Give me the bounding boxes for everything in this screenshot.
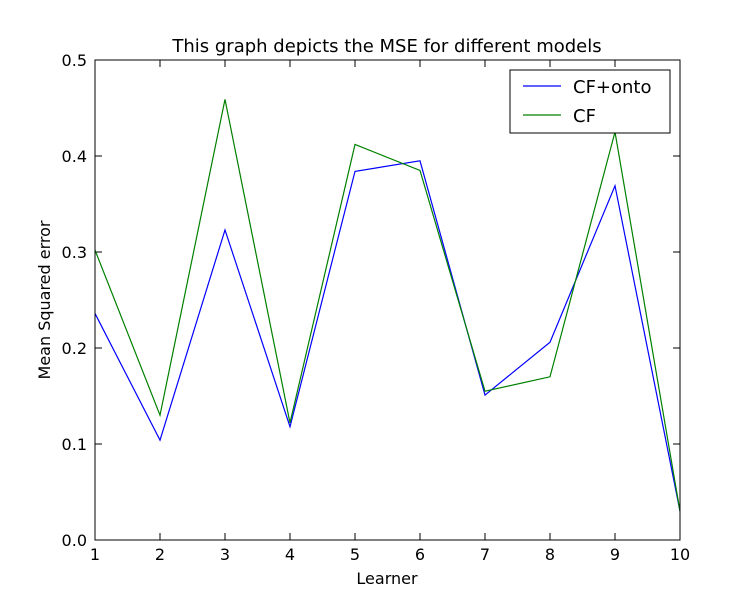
y-tick-label: 0.1	[62, 435, 87, 454]
chart-title: This graph depicts the MSE for different…	[171, 36, 601, 57]
legend-label: CF	[573, 106, 596, 127]
x-tick-label: 2	[155, 545, 165, 564]
x-tick-label: 7	[480, 545, 490, 564]
x-tick-label: 6	[415, 545, 425, 564]
legend: CF+onto CF	[509, 69, 671, 134]
legend-label: CF+onto	[573, 77, 652, 98]
x-tick-label: 8	[545, 545, 555, 564]
x-tick-label: 4	[285, 545, 295, 564]
y-axis-label: Mean Squared error	[35, 220, 54, 379]
legend-box	[509, 69, 671, 134]
x-tick-label: 9	[610, 545, 620, 564]
x-tick-label: 3	[220, 545, 230, 564]
series-line-cf-onto	[94, 160, 681, 512]
x-tick-label: 5	[350, 545, 360, 564]
series-line-cf	[94, 99, 681, 512]
x-tick-label: 10	[670, 545, 690, 564]
y-tick-label: 0.4	[62, 147, 87, 166]
x-tick-label: 1	[90, 545, 100, 564]
y-tick-label: 0.5	[62, 51, 87, 70]
y-tick-label: 0.2	[62, 339, 87, 358]
plot-area-frame	[94, 59, 681, 541]
y-tick-label: 0.3	[62, 243, 87, 262]
y-tick-label: 0.0	[62, 531, 87, 550]
x-axis-label: Learner	[356, 569, 418, 588]
